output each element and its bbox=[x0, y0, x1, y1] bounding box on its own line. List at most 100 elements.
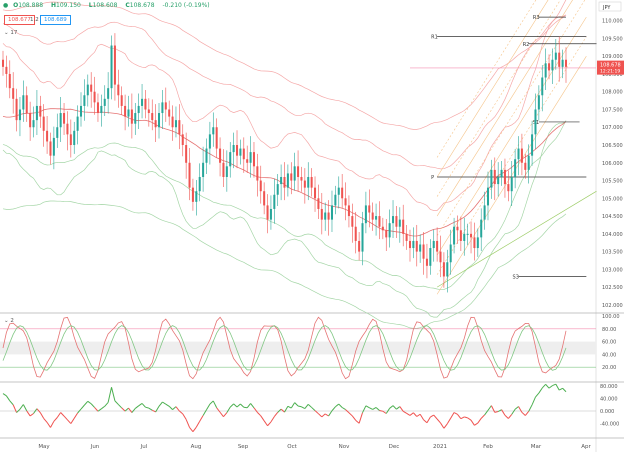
candle-body bbox=[324, 212, 327, 220]
candle-body bbox=[395, 216, 398, 227]
osc-segment bbox=[70, 418, 75, 424]
osc-segment bbox=[433, 414, 438, 420]
fib-line bbox=[436, 36, 587, 275]
countdown-text: 12:21:19 bbox=[600, 69, 620, 75]
fib-line bbox=[436, 0, 586, 236]
osc-segment bbox=[43, 418, 48, 423]
envelope-band bbox=[2, 1, 567, 130]
osc-segment bbox=[114, 400, 119, 405]
symbol-text: JPY bbox=[602, 5, 611, 11]
price-tick: 106.500 bbox=[602, 143, 623, 149]
price-tick: 108.000 bbox=[602, 90, 623, 96]
candle-body bbox=[486, 187, 490, 206]
candle-body bbox=[320, 208, 323, 220]
osc-segment bbox=[490, 405, 496, 413]
candle-body bbox=[378, 216, 381, 227]
osc-segment bbox=[355, 419, 360, 424]
candle-body bbox=[181, 134, 184, 146]
candle-body bbox=[436, 240, 439, 252]
osc-segment bbox=[318, 413, 323, 418]
candle-body bbox=[273, 194, 276, 209]
pivot-label-p: P bbox=[431, 175, 434, 181]
candle-body bbox=[171, 116, 174, 128]
candle-body bbox=[327, 212, 330, 220]
osc-segment bbox=[297, 405, 302, 408]
candle-body bbox=[341, 187, 344, 199]
candle-body bbox=[544, 63, 547, 78]
osc-segment bbox=[494, 411, 499, 413]
osc-segment bbox=[538, 387, 543, 394]
candle-body bbox=[347, 205, 350, 217]
candle-body bbox=[269, 208, 272, 220]
bid-box[interactable]: 108.677 bbox=[4, 15, 35, 25]
osc-segment bbox=[192, 426, 197, 432]
candle-body bbox=[137, 105, 140, 114]
ask-box[interactable]: 108.689 bbox=[40, 15, 71, 25]
candle-body bbox=[310, 176, 313, 188]
osc-segment bbox=[521, 411, 526, 416]
candle-body bbox=[551, 59, 554, 71]
collapse-icon[interactable]: ⌄ bbox=[4, 30, 9, 36]
envelope-band bbox=[2, 14, 567, 211]
candle-body bbox=[337, 187, 340, 195]
stoch-tick: 100.00 bbox=[602, 314, 620, 320]
plot-bg bbox=[0, 0, 596, 452]
x-tick: Apr bbox=[581, 444, 591, 450]
candle-body bbox=[392, 216, 395, 224]
osc-segment bbox=[348, 412, 353, 417]
osc-segment bbox=[26, 410, 31, 417]
osc-segment bbox=[528, 404, 533, 412]
osc-segment bbox=[375, 407, 380, 411]
osc-segment bbox=[84, 400, 89, 406]
candle-body bbox=[219, 148, 222, 163]
osc-segment bbox=[257, 411, 262, 417]
price-tick: 102.500 bbox=[602, 285, 623, 291]
osc-segment bbox=[331, 406, 336, 412]
osc-segment bbox=[117, 404, 123, 409]
osc-segment bbox=[307, 403, 312, 408]
osc-segment bbox=[46, 422, 51, 428]
candle-body bbox=[497, 176, 500, 185]
stoch-d-line bbox=[2, 325, 567, 371]
ohlc-c-val: 108.678 bbox=[129, 2, 155, 9]
osc-segment bbox=[73, 412, 79, 419]
candle-body bbox=[466, 233, 469, 235]
x-tick: Nov bbox=[339, 444, 350, 450]
candle-body bbox=[96, 102, 99, 114]
candle-body bbox=[147, 109, 150, 114]
candle-body bbox=[178, 120, 181, 135]
candle-body bbox=[480, 219, 483, 238]
collapse-icon[interactable]: ⌄ bbox=[4, 318, 9, 324]
candle-body bbox=[286, 173, 289, 188]
ohlc-header: ● O108.888 H109.150 L108.608 C108.678 -0… bbox=[3, 2, 213, 9]
candle-body bbox=[239, 148, 242, 156]
candle-body bbox=[225, 166, 228, 177]
candle-body bbox=[297, 166, 300, 177]
candle-body bbox=[375, 216, 378, 220]
osc-segment bbox=[277, 408, 282, 413]
candle-body bbox=[408, 240, 411, 249]
osc-segment bbox=[389, 405, 394, 409]
candle-body bbox=[215, 127, 218, 149]
ohlc-h: H109.150 bbox=[51, 2, 81, 9]
osc-segment bbox=[409, 412, 414, 416]
osc-segment bbox=[219, 411, 224, 418]
candle-body bbox=[510, 176, 513, 192]
envelope-band bbox=[2, 121, 567, 318]
candle-body bbox=[168, 109, 171, 117]
candle-body bbox=[86, 84, 89, 96]
candle-body bbox=[507, 184, 510, 192]
candle-body bbox=[202, 162, 205, 177]
candle-body bbox=[517, 148, 520, 160]
candle-body bbox=[195, 191, 198, 202]
osc-segment bbox=[345, 409, 350, 414]
osc-segment bbox=[396, 406, 401, 410]
ohlc-change: -0.210 (-0.19%) bbox=[162, 2, 210, 9]
candle-body bbox=[69, 134, 72, 146]
osc-segment bbox=[365, 405, 370, 409]
candle-body bbox=[459, 230, 462, 241]
candle-body bbox=[191, 187, 194, 202]
candle-body bbox=[90, 84, 93, 92]
candle-body bbox=[422, 244, 425, 259]
